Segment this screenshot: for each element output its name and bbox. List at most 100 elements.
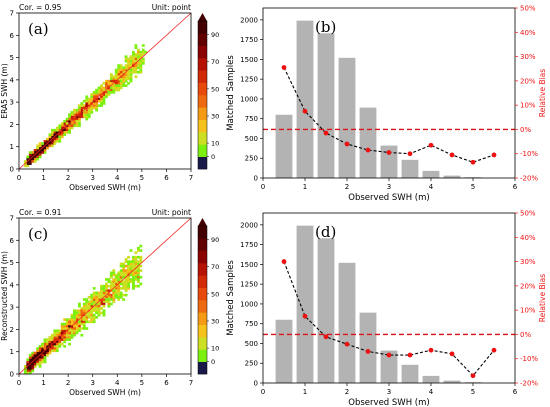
heatmap-cell: [119, 68, 123, 72]
y2-tick-label: 0%: [520, 126, 531, 134]
heatmap-cell: [87, 99, 91, 103]
heatmap-cell: [43, 345, 47, 348]
heatmap-cell: [95, 93, 99, 96]
y2-tick-label: -10%: [520, 150, 538, 158]
heatmap-cell: [63, 119, 67, 123]
heatmap-cell: [50, 349, 54, 353]
x-tick-label: 5: [140, 379, 144, 387]
heatmap-cell: [85, 327, 89, 330]
heatmap-cell: [139, 249, 143, 252]
relative-bias-point: [449, 351, 455, 357]
heatmap-cell: [102, 309, 106, 312]
heatmap-cell: [82, 318, 86, 321]
bar: [275, 114, 293, 178]
heatmap-cell: [139, 264, 143, 268]
heatmap-cell: [46, 349, 49, 353]
y-tick-label: 2000: [240, 16, 258, 24]
heatmap-cell: [92, 309, 96, 312]
heatmap-cell: [139, 62, 143, 65]
heatmap-cell: [82, 320, 86, 324]
heatmap-cell: [55, 342, 59, 346]
heatmap-cell: [26, 369, 30, 373]
heatmap-cell: [102, 93, 106, 96]
heatmap-cell: [55, 331, 59, 335]
colorbar-tick-label: 30: [211, 112, 219, 120]
heatmap-cell: [132, 62, 135, 65]
heatmap-cell: [85, 111, 89, 114]
x-tick-label: 6: [164, 174, 169, 182]
heatmap-cell: [92, 300, 96, 304]
heatmap-cell: [124, 66, 128, 70]
heatmap-cell: [102, 99, 106, 103]
heatmap-cell: [73, 122, 76, 125]
heatmap-cell: [85, 320, 89, 324]
heatmap-cell: [92, 287, 96, 290]
heatmap-cell: [53, 133, 57, 136]
heatmap-cell: [60, 126, 64, 130]
heatmap-cell: [97, 86, 101, 90]
heatmap-cell: [70, 316, 74, 319]
heatmap-cell: [109, 91, 113, 94]
heatmap-cell: [73, 320, 76, 324]
heatmap-cell: [55, 137, 59, 141]
heatmap-cell: [38, 142, 42, 145]
heatmap-cell: [139, 258, 143, 261]
heatmap-cell: [85, 102, 89, 105]
heatmap-cell: [136, 66, 140, 70]
heatmap-cell: [85, 99, 89, 103]
diagonal-reference-line: [18, 12, 192, 170]
colorbar-segment: [198, 58, 207, 71]
colorbar-segment: [198, 119, 207, 133]
heatmap-cell: [107, 84, 111, 87]
heatmap-cell: [85, 313, 89, 317]
heatmap-cell: [92, 313, 96, 317]
colorbar: 0 10 30 50 70 90: [197, 13, 219, 170]
y2-tick-label: 30%: [520, 53, 536, 61]
heatmap-cell: [41, 144, 44, 148]
heatmap-cell: [122, 68, 126, 72]
heatmap-cell: [77, 311, 81, 315]
heatmap-cell: [117, 271, 121, 275]
heatmap-cell: [107, 298, 111, 301]
heatmap-cell: [36, 362, 40, 366]
heatmap-cell: [63, 133, 67, 136]
heatmap-cell: [132, 255, 135, 259]
heatmap-cell: [33, 353, 37, 357]
heatmap-cell: [68, 126, 71, 130]
y-tick-label: 0: [10, 371, 14, 379]
heatmap-cell: [80, 318, 84, 321]
heatmap-cell: [80, 113, 84, 116]
heatmap-cell: [95, 298, 99, 301]
heatmap-cell: [55, 135, 59, 139]
heatmap-cell: [136, 269, 140, 272]
heatmap-cell: [127, 278, 130, 281]
heatmap-cell: [38, 155, 42, 159]
heatmap-cell: [26, 367, 30, 370]
heatmap-cell: [102, 293, 106, 297]
heatmap-cell: [97, 99, 101, 103]
heatmap-cell: [122, 77, 126, 81]
heatmap-cell: [124, 273, 128, 277]
heatmap-cell: [63, 329, 67, 333]
heatmap-cell: [119, 282, 123, 286]
x-tick-label: 5: [471, 183, 475, 191]
heatmap-cell: [28, 162, 32, 165]
heatmap-cell: [70, 333, 74, 337]
heatmap-cell: [77, 320, 81, 324]
heatmap-cell: [136, 284, 140, 288]
heatmap-cell: [58, 340, 62, 344]
heatmap-cell: [117, 298, 121, 301]
heatmap-cell: [102, 291, 106, 295]
x-tick-label: 0: [17, 174, 21, 182]
heatmap-cell: [58, 140, 62, 143]
heatmap-cell: [92, 316, 96, 319]
heatmap-cell: [129, 73, 133, 76]
y-tick-label: 4: [10, 76, 15, 84]
heatmap-cell: [100, 91, 103, 94]
heatmap-cell: [122, 264, 126, 268]
heatmap-cell: [139, 244, 143, 248]
heatmap-cell: [87, 102, 91, 105]
heatmap-cell: [70, 117, 74, 121]
heatmap-cell: [117, 284, 121, 288]
y-tick-label: 6: [10, 32, 15, 40]
